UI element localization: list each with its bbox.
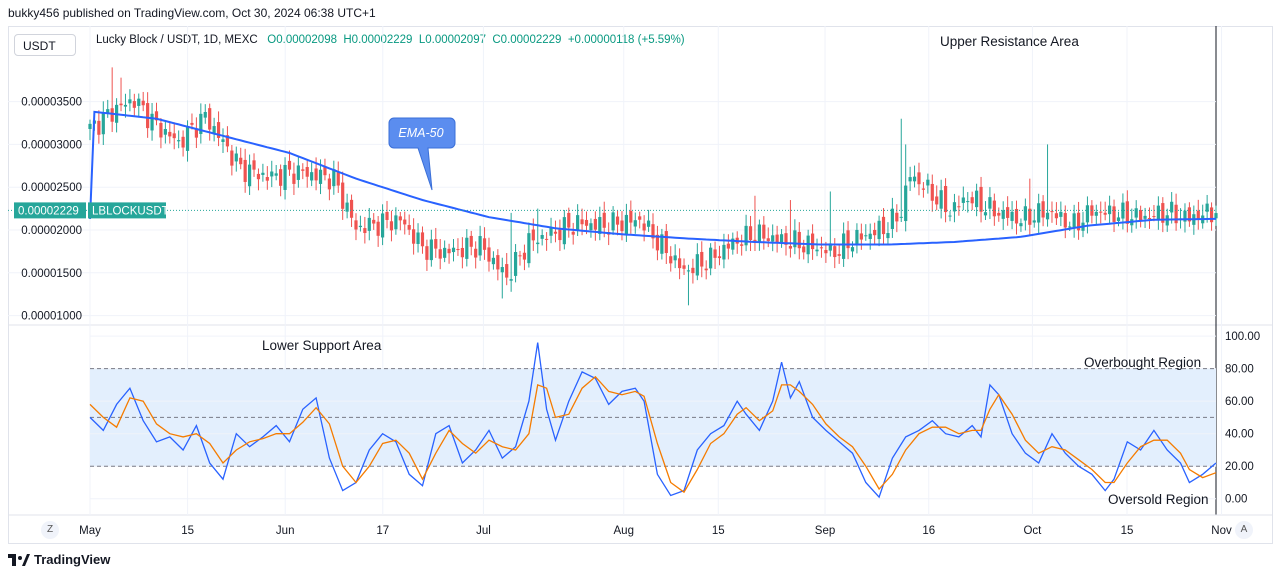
publisher-line: bukky456 published on TradingView.com, O… [8, 6, 376, 20]
tradingview-logo-icon [8, 553, 30, 566]
legend-open: O0.00002098 [267, 34, 337, 46]
legend-close: C0.00002229 [492, 34, 562, 46]
brand-label: TradingView [34, 552, 111, 567]
tradingview-brand: TradingView [8, 552, 110, 567]
legend-high: H0.00002229 [343, 34, 413, 46]
symbol-legend: Lucky Block / USDT, 1D, MEXC O0.00002098… [96, 34, 685, 46]
auto-scale-button[interactable]: A [1235, 521, 1253, 539]
legend-symbol: Lucky Block / USDT, 1D, MEXC [96, 34, 258, 46]
currency-button[interactable]: USDT [14, 34, 76, 56]
legend-change: +0.00000118 (+5.59%) [567, 34, 685, 46]
legend-low: L0.00002097 [418, 34, 486, 46]
chart-frame [8, 26, 1273, 544]
timezone-button[interactable]: Z [41, 521, 59, 539]
